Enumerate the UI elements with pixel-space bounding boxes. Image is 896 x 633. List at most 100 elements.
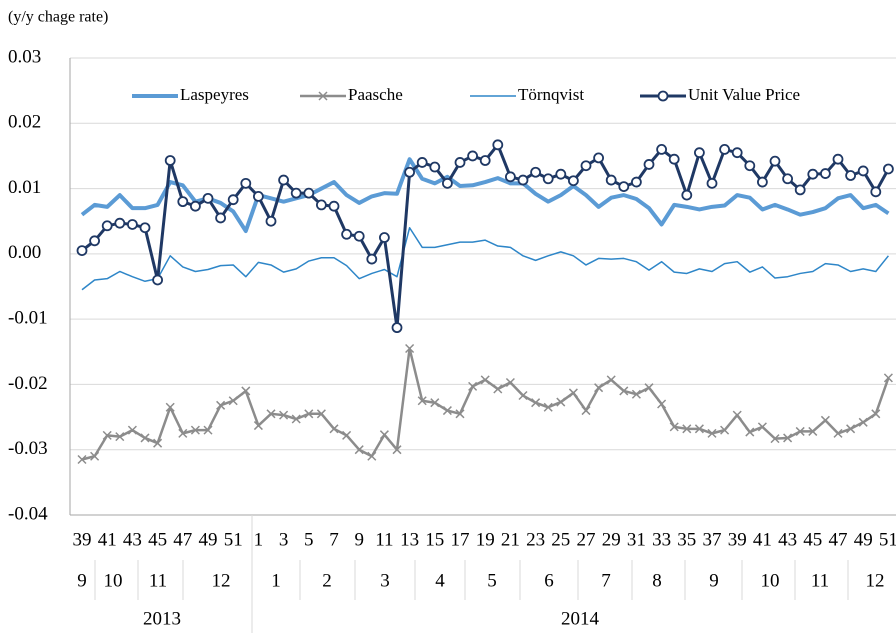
marker-x xyxy=(568,388,578,398)
marker-circle xyxy=(391,322,403,334)
y-tick-label: -0.01 xyxy=(8,308,48,329)
marker-circle xyxy=(731,147,743,159)
marker-circle xyxy=(101,220,113,232)
month-label: 5 xyxy=(487,570,497,591)
year-label: 2014 xyxy=(561,608,600,629)
marker-circle xyxy=(467,150,479,162)
marker-circle xyxy=(681,189,693,201)
marker-circle xyxy=(656,143,667,155)
x-tick-label: 21 xyxy=(501,529,520,550)
x-tick-label: 39 xyxy=(728,529,747,550)
marker-circle xyxy=(240,177,252,189)
x-tick-label: 51 xyxy=(879,529,896,550)
x-tick-label: 3 xyxy=(279,529,289,550)
x-tick-label: 11 xyxy=(375,529,393,550)
month-label: 6 xyxy=(544,570,554,591)
x-tick-label: 37 xyxy=(703,529,722,550)
marker-x xyxy=(745,427,755,437)
marker-circle xyxy=(303,187,315,199)
x-tick-label: 49 xyxy=(854,529,873,550)
marker-circle xyxy=(202,192,214,204)
marker-x xyxy=(379,430,389,440)
marker-circle xyxy=(517,174,529,186)
marker-x xyxy=(367,451,377,461)
marker-circle xyxy=(580,160,592,172)
marker-circle xyxy=(114,217,126,229)
marker-x xyxy=(682,424,692,434)
x-tick-label: 47 xyxy=(173,529,192,550)
marker-circle xyxy=(832,153,844,165)
x-tick-label: 9 xyxy=(354,529,364,550)
marker-circle xyxy=(252,191,264,202)
x-tick-label: 43 xyxy=(123,529,142,550)
x-tick-label: 45 xyxy=(803,529,822,550)
x-tick-label: 49 xyxy=(199,529,218,550)
marker-x xyxy=(442,406,452,416)
x-tick-label: 51 xyxy=(224,529,243,550)
marker-x xyxy=(203,425,213,435)
marker-x xyxy=(405,343,415,354)
marker-circle xyxy=(504,171,516,183)
marker-x xyxy=(77,454,87,465)
x-tick-label: 43 xyxy=(778,529,797,550)
month-label: 11 xyxy=(811,570,829,591)
y-tick-label: 0.03 xyxy=(8,46,41,67)
y-tick-label: -0.03 xyxy=(8,438,48,459)
marker-x xyxy=(430,398,440,408)
series-line xyxy=(80,157,890,234)
year-label: 2013 xyxy=(143,608,181,629)
marker-circle xyxy=(870,186,882,198)
marker-circle xyxy=(757,176,768,188)
marker-circle xyxy=(744,160,756,172)
x-tick-label: 1 xyxy=(254,529,264,550)
month-label: 4 xyxy=(435,570,445,591)
marker-x xyxy=(190,425,200,435)
x-tick-label: 13 xyxy=(400,529,419,550)
marker-x xyxy=(631,389,641,399)
marker-circle xyxy=(126,219,138,230)
marker-x xyxy=(707,428,717,438)
marker-x xyxy=(102,430,112,440)
marker-circle xyxy=(215,212,227,224)
marker-x xyxy=(153,438,163,448)
marker-x xyxy=(808,426,818,436)
marker-x xyxy=(858,417,868,427)
month-label: 11 xyxy=(149,570,167,591)
marker-circle xyxy=(164,155,176,166)
x-tick-label: 29 xyxy=(602,529,621,550)
marker-x xyxy=(581,406,591,416)
marker-x xyxy=(770,434,780,444)
marker-x xyxy=(318,91,328,101)
x-tick-label: 39 xyxy=(73,529,92,550)
marker-x xyxy=(833,428,843,438)
marker-circle xyxy=(706,177,718,189)
marker-circle xyxy=(631,176,642,188)
x-tick-label: 25 xyxy=(551,529,570,550)
marker-circle xyxy=(593,152,604,164)
x-tick-label: 41 xyxy=(753,529,772,550)
x-tick-label: 23 xyxy=(526,529,545,550)
marker-circle xyxy=(290,187,302,199)
marker-x xyxy=(329,424,339,434)
marker-x xyxy=(165,402,175,412)
marker-circle xyxy=(353,230,365,242)
marker-x xyxy=(531,398,541,408)
x-tick-label: 7 xyxy=(329,529,339,550)
y-tick-label: 0.02 xyxy=(8,112,41,133)
y-tick-label: 0.00 xyxy=(8,242,41,263)
x-tick-label: 47 xyxy=(829,529,848,550)
marker-circle xyxy=(807,168,819,180)
marker-x xyxy=(468,381,478,391)
x-tick-label: 33 xyxy=(652,529,671,550)
marker-circle xyxy=(152,274,164,286)
marker-x xyxy=(720,425,730,435)
legend-label: Unit Value Price xyxy=(688,85,800,104)
marker-circle xyxy=(694,147,705,159)
marker-circle xyxy=(139,222,151,234)
marker-x xyxy=(846,424,856,434)
marker-x xyxy=(669,422,679,432)
marker-x xyxy=(115,432,125,442)
x-tick-label: 41 xyxy=(98,529,117,550)
